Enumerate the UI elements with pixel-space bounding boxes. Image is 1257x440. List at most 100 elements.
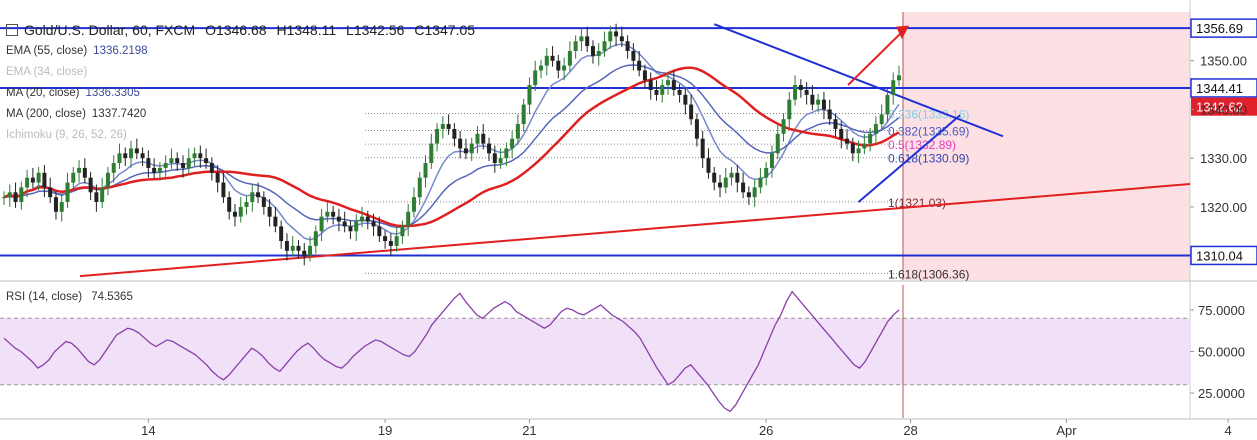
candle-body [198, 153, 203, 159]
legend-ma20-value: 1336.3305 [85, 87, 140, 99]
candle-body [111, 163, 116, 173]
candle-body [406, 211, 411, 227]
candle-body [296, 245, 301, 251]
candle-body [342, 221, 347, 227]
legend-ma200-value: 1337.7420 [91, 108, 147, 120]
ohlc-high: H1348.11 [276, 22, 337, 38]
candle-body [290, 245, 295, 251]
candle-body [510, 138, 515, 149]
candle-body [146, 158, 151, 168]
candle-body [752, 187, 757, 198]
candle-body [215, 172, 220, 183]
rsi-series-line [3, 290, 900, 413]
candle-body [850, 143, 855, 154]
candle-body [723, 177, 728, 188]
legend-ma200[interactable]: MA (200, close) 1337.7420 [6, 108, 146, 120]
rsi-legend[interactable]: RSI (14, close) 74.5365 [6, 291, 133, 303]
y-tick-label: 1340.00 [1200, 102, 1247, 117]
candle-body [13, 192, 18, 203]
candle-body [827, 109, 832, 120]
candle-body [371, 221, 376, 227]
price-tag-label: 1356.69 [1196, 21, 1243, 36]
candle-body [481, 133, 486, 144]
price-tag-box [1190, 18, 1257, 38]
candle-body [689, 104, 694, 120]
candle-body [348, 226, 353, 232]
candle-body [209, 163, 214, 173]
collapse-icon[interactable] [6, 24, 18, 36]
symbol-title[interactable]: Gold/U.S. Dollar, 60, FXCM [24, 22, 196, 38]
candle-body [804, 89, 809, 95]
legend-ema34[interactable]: EMA (34, close) [6, 66, 87, 78]
candle-body [204, 158, 209, 164]
candle-body [873, 124, 878, 134]
candle-body [660, 85, 665, 95]
legend-ema55-value: 1336.2198 [93, 45, 148, 57]
candle-body [100, 187, 105, 203]
candle-body [186, 158, 191, 168]
candle-body [868, 133, 873, 144]
candle-body [94, 192, 99, 203]
candle-body [798, 85, 803, 90]
candle-body [648, 80, 653, 90]
candle-body [746, 192, 751, 198]
candle-body [458, 138, 463, 149]
candle-body [181, 163, 185, 168]
candle-body [845, 138, 850, 144]
candle-body [105, 172, 110, 188]
candle-body [19, 187, 24, 203]
legend-ichimoku[interactable]: Ichimoku (9, 26, 52, 26) [6, 129, 127, 141]
breakout-arrow-shaft [847, 28, 906, 86]
ohlc-low: L1342.56 [346, 22, 405, 38]
candle-body [140, 153, 145, 159]
candle-body [302, 250, 307, 256]
candle-body [117, 153, 122, 164]
ma200-line [3, 66, 900, 228]
candle-body [400, 226, 405, 237]
candle-body [694, 119, 699, 139]
candle-body [637, 60, 642, 71]
candle-body [527, 85, 532, 105]
candle-body [856, 148, 861, 154]
candle-body [238, 206, 243, 217]
candle-body [769, 153, 774, 168]
x-tick-label: 28 [903, 423, 917, 438]
candle-body [192, 153, 197, 159]
legend-ma20-name: MA (20, close) [6, 87, 80, 99]
candle-body [469, 143, 474, 154]
legend-ichimoku-name: Ichimoku (9, 26, 52, 26) [6, 129, 127, 141]
candle-body [677, 89, 682, 95]
candle-body [256, 192, 261, 198]
candle-body [666, 80, 671, 86]
candle-body [573, 41, 578, 51]
candle-body [411, 197, 416, 212]
candle-body [232, 211, 237, 217]
legend-ema55[interactable]: EMA (55, close) 1336.2198 [6, 45, 148, 57]
candle-body [741, 182, 746, 193]
candle-body [614, 31, 619, 37]
candle-body [885, 94, 890, 115]
candle-body [227, 197, 232, 212]
candle-body [683, 94, 688, 105]
fib-label: 0.236(1339.16) [888, 108, 969, 122]
candle-body [544, 55, 549, 66]
candle-body [596, 50, 601, 56]
candle-body [394, 236, 399, 246]
rsi-y-tick-label: 75.0000 [1198, 303, 1245, 318]
candle-body [706, 158, 711, 173]
candle-body [839, 128, 844, 139]
breakout-arrow-head [896, 25, 909, 40]
symbol-header: Gold/U.S. Dollar, 60, FXCM O1346.68 H134… [6, 22, 481, 38]
candle-body [764, 167, 769, 178]
price-tag-label: 1344.41 [1196, 81, 1243, 96]
candle-body [152, 167, 157, 173]
candle-body [354, 221, 359, 232]
candle-body [862, 143, 867, 149]
fib-label: 1.618(1306.36) [888, 267, 969, 281]
legend-ma20[interactable]: MA (20, close) 1336.3305 [6, 87, 140, 99]
triangle-lower-line [857, 114, 961, 203]
candle-body [221, 182, 226, 198]
candle-body [463, 148, 468, 154]
legend-ema55-name: EMA (55, close) [6, 45, 88, 57]
candle-body [284, 241, 289, 251]
